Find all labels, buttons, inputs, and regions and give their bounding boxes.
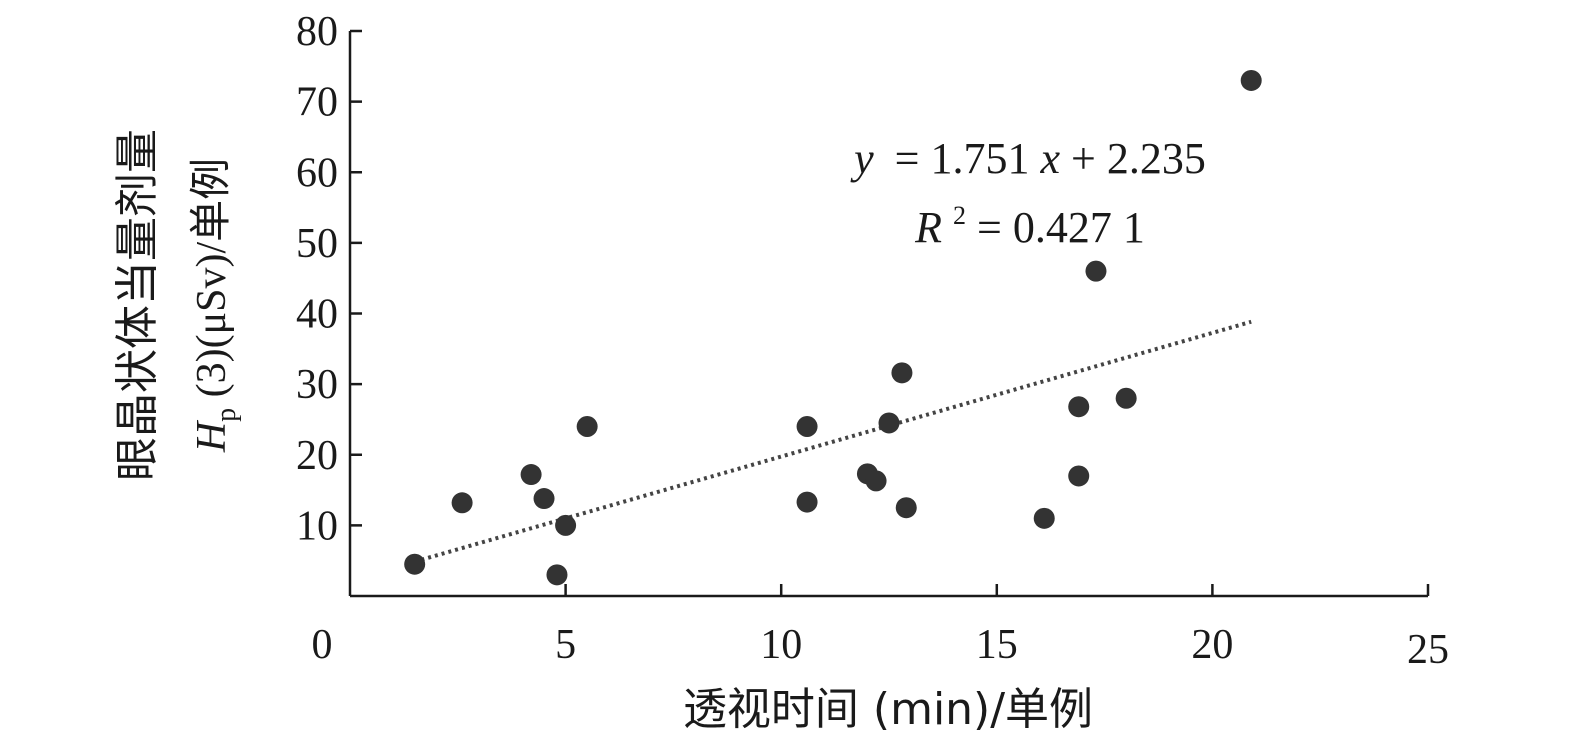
y-tick-label: 20 bbox=[296, 433, 338, 479]
x-tick-label: 25 bbox=[1407, 627, 1449, 673]
data-points bbox=[404, 69, 1262, 586]
data-point bbox=[796, 416, 818, 437]
data-point bbox=[533, 488, 555, 510]
y-tick-label: 30 bbox=[296, 362, 338, 408]
y-tick-label: 60 bbox=[296, 150, 338, 196]
data-point bbox=[546, 564, 568, 586]
equation-var-y: y bbox=[850, 134, 874, 183]
x-axis-title: 透视时间 (min)/单例 bbox=[683, 684, 1093, 735]
r2-superscript: 2 bbox=[953, 201, 966, 230]
r-squared-label: R 2 = 0.427 1 bbox=[914, 185, 1145, 252]
y-tick-label: 80 bbox=[296, 9, 338, 55]
r2-value: = 0.427 1 bbox=[977, 203, 1145, 252]
data-point bbox=[576, 416, 598, 437]
data-point bbox=[865, 470, 887, 492]
y-axis-title-line2: Hp (3)(μSv)/单例 bbox=[189, 158, 242, 453]
x-axis-ticks: 0 5 10 15 20 25 bbox=[312, 584, 1449, 673]
data-point bbox=[895, 497, 917, 519]
y-tick-label: 10 bbox=[296, 503, 338, 549]
data-point bbox=[451, 492, 473, 514]
y-axis-unit: (3)(μSv)/单例 bbox=[189, 158, 235, 408]
data-point bbox=[1068, 465, 1090, 487]
y-axis-title-line1: 眼晶状体当量剂量 bbox=[112, 129, 163, 481]
y-tick-label: 50 bbox=[296, 221, 338, 267]
data-point bbox=[1033, 507, 1055, 529]
x-tick-label: 20 bbox=[1191, 622, 1233, 668]
equation-var-x: x bbox=[1040, 134, 1061, 183]
data-point bbox=[1240, 69, 1262, 91]
data-point bbox=[520, 464, 542, 486]
x-tick-label: 5 bbox=[555, 622, 576, 668]
x-tick-label: 15 bbox=[976, 622, 1018, 668]
y-axis-ticks: 10 20 30 40 50 60 70 80 bbox=[296, 9, 362, 549]
data-point bbox=[1085, 260, 1107, 282]
trendline-group bbox=[414, 319, 1252, 564]
y-axis-subtitle: Hp (3)(μSv)/单例 bbox=[189, 158, 242, 453]
y-tick-label: 70 bbox=[296, 80, 338, 126]
trendline bbox=[414, 319, 1252, 564]
y-axis-title: 眼晶状体当量剂量 bbox=[112, 129, 163, 481]
y-axis-var-sub: p bbox=[211, 408, 242, 422]
axes bbox=[348, 31, 1428, 598]
data-point bbox=[891, 362, 913, 384]
data-point bbox=[1068, 396, 1090, 418]
data-point bbox=[796, 491, 818, 513]
y-tick-label: 40 bbox=[296, 292, 338, 338]
data-point bbox=[878, 412, 900, 434]
trendline-equation: y = 1.751 x + 2.235 bbox=[850, 134, 1206, 183]
equation-slope: = 1.751 bbox=[895, 134, 1030, 183]
data-point bbox=[555, 514, 577, 536]
x-tick-label: 0 bbox=[312, 622, 333, 668]
data-point bbox=[1115, 387, 1137, 409]
y-axis-var-h: H bbox=[189, 419, 235, 453]
x-tick-label: 10 bbox=[760, 622, 802, 668]
data-point bbox=[404, 553, 426, 575]
r2-var: R bbox=[914, 203, 942, 252]
equation-intercept: + 2.235 bbox=[1071, 134, 1206, 183]
